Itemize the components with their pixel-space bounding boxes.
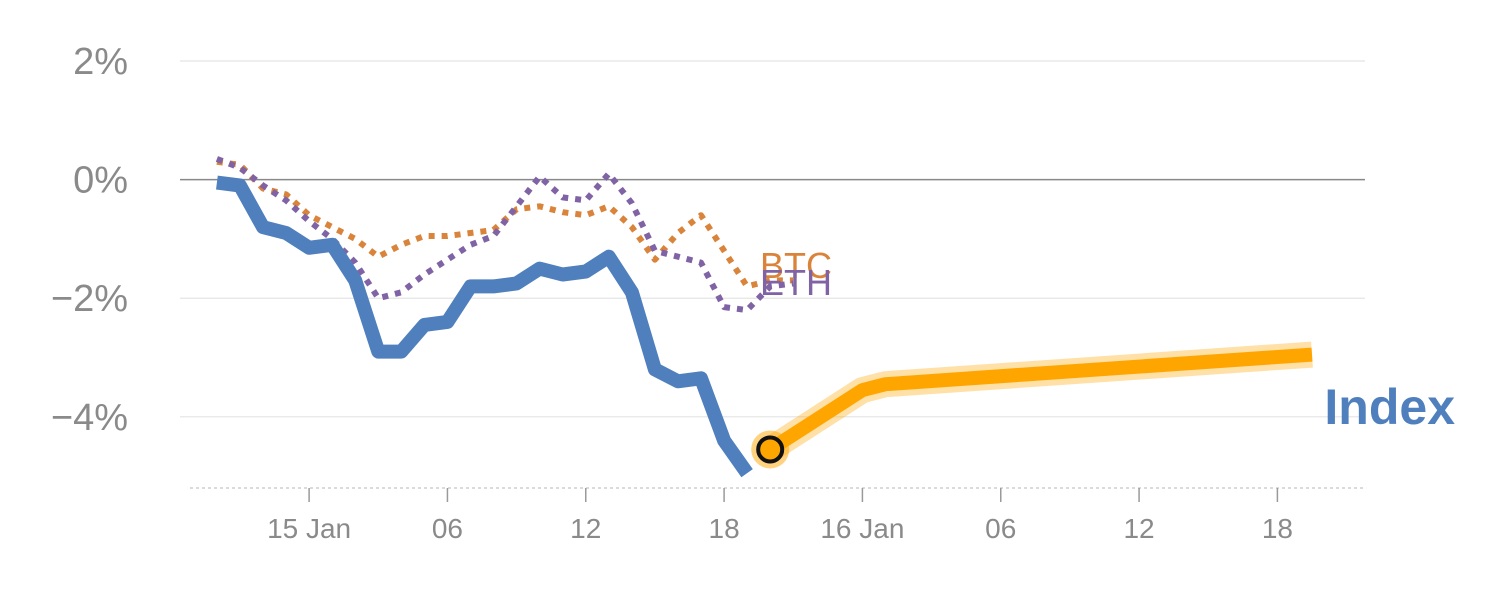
series-line-index — [216, 175, 753, 478]
gridlines — [180, 60, 1365, 489]
series-line-eth — [215, 156, 794, 314]
series-label-btc: BTC — [760, 245, 832, 286]
x-tick-label: 16 Jan — [820, 513, 904, 544]
x-tick-label: 12 — [570, 513, 601, 544]
x-tick-label: 12 — [1123, 513, 1154, 544]
y-axis-ticks: 2% 0% −2% −4% — [51, 41, 128, 439]
x-tick-label: 06 — [985, 513, 1016, 544]
x-axis-ticks: 15 Jan 06 12 18 16 Jan 06 12 18 — [267, 488, 1293, 544]
y-tick-label: 0% — [73, 160, 128, 202]
y-tick-label: −2% — [51, 278, 128, 320]
y-tick-label: −4% — [51, 397, 128, 439]
series-label-eth: ETH — [760, 262, 832, 303]
series-lines — [215, 156, 1313, 478]
x-tick-label: 18 — [709, 513, 740, 544]
x-tick-label: 15 Jan — [267, 513, 351, 544]
series-label-index: Index — [1324, 379, 1455, 435]
y-tick-label: 2% — [73, 41, 128, 83]
projection-line — [766, 347, 1313, 456]
x-tick-label: 06 — [432, 513, 463, 544]
x-tick-label: 18 — [1262, 513, 1293, 544]
current-point-marker — [751, 430, 790, 469]
marker-dot — [756, 435, 785, 464]
